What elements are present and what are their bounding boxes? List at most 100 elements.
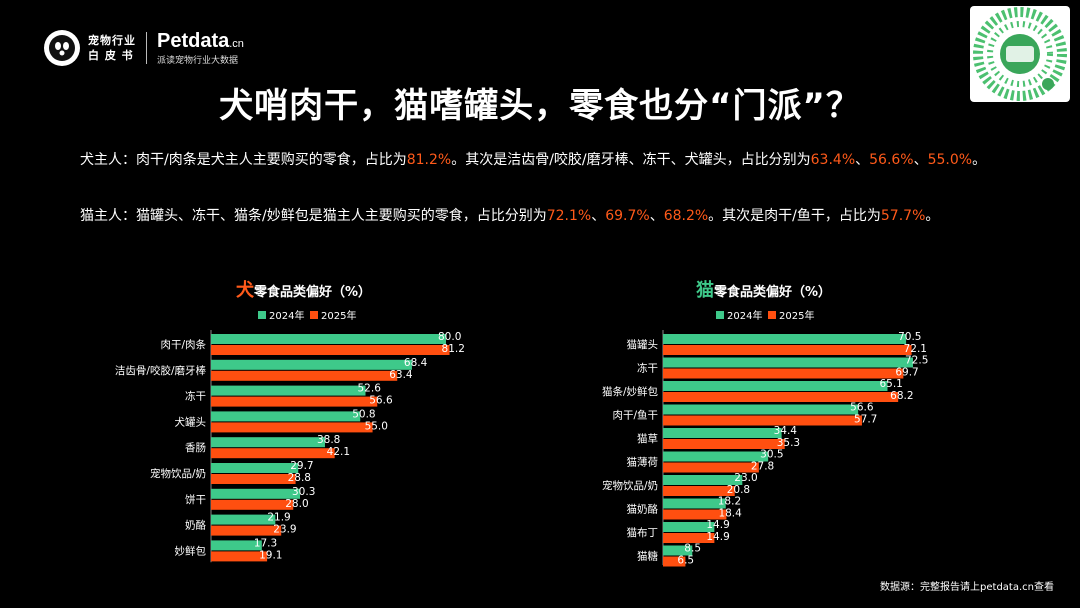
cat-category-label: 猫糖 — [637, 550, 658, 563]
cat-bar-2025 — [663, 533, 715, 543]
cat-category-label: 肉干/鱼干 — [612, 409, 658, 422]
cat-data-label-2024: 72.5 — [905, 355, 928, 367]
cat-bar-2025 — [663, 415, 862, 426]
logo-divider — [146, 32, 147, 64]
dog-data-label-2024: 80.0 — [438, 331, 461, 343]
dog-data-label-2025: 42.1 — [327, 446, 350, 458]
cat-data-label-2024: 65.1 — [879, 378, 902, 390]
cat-data-label-2025: 72.1 — [904, 343, 927, 355]
cat-legend-swatch-2025 — [768, 311, 776, 319]
cat-data-label-2024: 18.2 — [718, 496, 741, 508]
dog-bar-2024 — [211, 540, 262, 551]
cat-bar-2025 — [663, 509, 727, 520]
cat-legend-swatch-2024 — [716, 311, 724, 319]
dog-bar-2024 — [211, 334, 446, 344]
dog-category-label: 香肠 — [185, 442, 206, 454]
dog-bar-2025 — [211, 525, 282, 536]
dog-legend-swatch-2025 — [310, 311, 318, 319]
dog-data-label-2024: 21.9 — [267, 512, 290, 524]
cat-bar-2024 — [663, 404, 859, 415]
cat-category-label: 冻干 — [637, 362, 658, 375]
cat-bar-2024 — [663, 522, 715, 532]
cat-data-label-2024: 23.0 — [734, 472, 757, 484]
qr-code — [970, 6, 1070, 102]
dog-data-label-2024: 68.4 — [404, 357, 428, 369]
cat-category-label: 猫布丁 — [627, 526, 659, 539]
cat-category-label: 猫条/妙鲜包 — [602, 385, 659, 398]
cat-data-label-2024: 34.4 — [774, 425, 798, 437]
cat-legend-label-2025: 2025年 — [779, 309, 814, 322]
cat-data-label-2024: 56.6 — [850, 402, 874, 414]
cat-bar-2024 — [663, 498, 726, 509]
cat-legend-label-2024: 2024年 — [727, 309, 762, 322]
cat-data-label-2025: 14.9 — [706, 531, 729, 543]
cat-chart-title: 猫零食品类偏好（%） — [696, 280, 832, 301]
cat-bar-2025 — [663, 345, 912, 355]
dog-category-label: 冻干 — [185, 390, 206, 403]
cat-data-label-2025: 6.5 — [677, 555, 694, 567]
cat-bar-2024 — [663, 334, 907, 344]
cat-bar-2025 — [663, 368, 904, 379]
dog-category-label: 饼干 — [185, 493, 206, 506]
cat-data-label-2025: 68.2 — [890, 390, 913, 402]
dog-chart-title: 犬零食品类偏好（%） — [236, 280, 372, 301]
cat-bar-2024 — [663, 381, 888, 391]
cat-category-label: 猫罐头 — [627, 338, 659, 351]
cat-paragraph: 猫主人：猫罐头、冻干、猫条/妙鲜包是猫主人主要购买的零食，占比分别为72.1%、… — [80, 208, 940, 224]
dog-data-label-2024: 50.8 — [352, 408, 375, 420]
dog-data-label-2024: 29.7 — [290, 460, 313, 472]
cat-data-label-2024: 8.5 — [684, 543, 701, 555]
logo: 宠物行业 白 皮 书 Petdata.cn 派读宠物行业大数据 — [44, 30, 244, 66]
cat-data-label-2025: 27.8 — [751, 461, 774, 473]
dog-category-label: 奶酪 — [185, 519, 206, 532]
cat-data-label-2025: 69.7 — [895, 367, 918, 379]
dog-category-label: 妙鲜包 — [175, 544, 207, 557]
cat-data-label-2025: 35.3 — [777, 437, 800, 449]
dog-bar-2025 — [211, 551, 268, 562]
cat-category-label: 猫薄荷 — [627, 456, 659, 469]
dog-data-label-2025: 19.1 — [259, 549, 282, 561]
logo-text: 宠物行业 白 皮 书 — [88, 33, 136, 63]
dog-category-label: 宠物饮品/奶 — [150, 467, 206, 480]
dog-data-label-2025: 56.6 — [369, 395, 393, 407]
brand-subtitle: 派读宠物行业大数据 — [157, 55, 239, 66]
cat-data-label-2024: 30.5 — [760, 449, 783, 461]
cat-bar-2024 — [663, 545, 693, 556]
dog-data-label-2025: 28.8 — [288, 472, 311, 484]
dog-bar-2025 — [211, 474, 296, 484]
dog-bar-2025 — [211, 448, 335, 459]
cat-bar-2025 — [663, 392, 899, 402]
cat-bar-2024 — [663, 475, 743, 485]
dog-bar-2024 — [211, 514, 276, 525]
cat-category-label: 宠物饮品/奶 — [602, 479, 658, 492]
dog-category-label: 犬罐头 — [175, 415, 207, 428]
dog-bar-2024 — [211, 463, 299, 473]
cat-category-label: 猫草 — [637, 432, 658, 445]
page-title: 犬哨肉干，猫嗜罐头，零食也分“门派”？ — [219, 86, 861, 126]
cat-bar-2024 — [663, 428, 782, 438]
brand-name: Petdata.cn — [157, 29, 244, 52]
dog-data-label-2024: 17.3 — [254, 537, 277, 549]
dog-data-label-2024: 30.3 — [292, 486, 315, 498]
dog-bar-2025 — [211, 396, 378, 407]
dog-legend-label-2024: 2024年 — [269, 309, 304, 322]
dog-data-label-2025: 63.4 — [389, 369, 413, 381]
dog-bar-2024 — [211, 411, 361, 422]
logo-line2: 白 皮 书 — [88, 49, 134, 62]
logo-line1: 宠物行业 — [88, 34, 136, 47]
dog-data-label-2025: 55.0 — [365, 420, 388, 432]
cat-bar-2024 — [663, 451, 769, 462]
qr-code-icon — [973, 7, 1067, 101]
dog-legend-swatch-2024 — [258, 311, 266, 319]
dog-bar-2024 — [211, 385, 366, 396]
dog-logo-icon — [44, 30, 80, 66]
brand: Petdata.cn 派读宠物行业大数据 — [157, 30, 244, 67]
dog-data-label-2025: 81.2 — [442, 343, 465, 355]
dog-data-label-2024: 52.6 — [358, 383, 382, 395]
dog-bar-2024 — [211, 359, 412, 370]
cat-data-label-2025: 20.8 — [727, 484, 750, 496]
cat-bar-2025 — [663, 439, 785, 449]
dog-paragraph: 犬主人：肉干/肉条是犬主人主要购买的零食，占比为81.2%。其次是洁齿骨/咬胶/… — [80, 152, 987, 168]
